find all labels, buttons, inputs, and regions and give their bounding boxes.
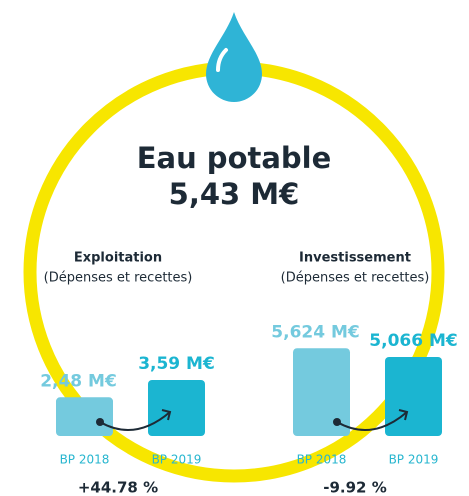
value-label: 3,59 M€	[138, 354, 215, 374]
bar	[385, 356, 442, 436]
category-label: BP 2018	[297, 453, 347, 467]
bar	[56, 397, 113, 436]
category-label: BP 2019	[389, 453, 439, 467]
bar	[148, 379, 205, 436]
drop-shine	[216, 48, 228, 72]
value-label: 5,624 M€	[271, 322, 359, 342]
title: Eau potable	[137, 141, 332, 175]
change: -9.92 %	[323, 479, 387, 496]
panel-title: Exploitation	[74, 251, 162, 266]
value-label: 5,066 M€	[369, 331, 457, 351]
panel-title: Investissement	[299, 251, 411, 266]
category-label: BP 2018	[60, 453, 110, 467]
arrow-head	[398, 409, 409, 421]
value-label: 2,48 M€	[40, 371, 117, 391]
arrow	[99, 411, 171, 431]
arrow-head	[161, 409, 172, 421]
bar	[293, 348, 350, 436]
water-drop	[206, 12, 262, 102]
change: +44.78 %	[78, 479, 158, 496]
arrow	[336, 411, 408, 431]
panel-subtitle: (Dépenses et recettes)	[281, 271, 430, 286]
panel-subtitle: (Dépenses et recettes)	[44, 271, 193, 286]
total: 5,43 M€	[169, 177, 300, 211]
category-label: BP 2019	[152, 453, 202, 467]
